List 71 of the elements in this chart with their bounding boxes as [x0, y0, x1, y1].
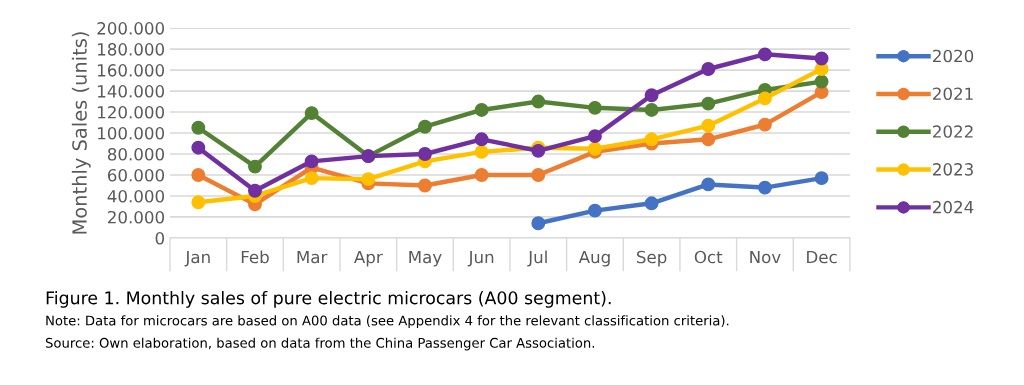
text: Figure 1. Monthly sales of pure electric microcars (A00 segment). [46, 290, 611, 308]
point [644, 102, 659, 117]
point [701, 132, 716, 147]
y-tick-label: 80.000 [107, 147, 165, 161]
x-tick-label: Dec [807, 250, 837, 264]
x-tick-label: Jan [184, 250, 210, 267]
point [757, 91, 772, 106]
legend-label: 2021 [933, 87, 973, 101]
y-tick-label: 20.000 [108, 210, 165, 224]
point [701, 96, 716, 111]
point [644, 196, 659, 211]
x-tick-label: Oct [694, 250, 723, 264]
x-tick-label: Feb [241, 250, 269, 264]
legend-label: 2022 [933, 125, 973, 138]
point [644, 132, 659, 147]
point [474, 132, 489, 147]
y-tick-label: 120.000 [98, 106, 165, 119]
x-tick-label: Jul [527, 250, 547, 267]
point [701, 118, 716, 133]
point [418, 147, 432, 161]
point [361, 172, 376, 187]
point [701, 177, 716, 192]
point [701, 62, 716, 76]
legend-label: 2023 [933, 163, 973, 176]
point [587, 129, 602, 144]
source-note: Source: Own elaboration, based on data from the China Passenger Car Association. [45, 337, 595, 351]
point [644, 88, 659, 103]
x-tick-label: Apr [354, 250, 383, 267]
y-tick-label: 40.000 [107, 189, 165, 203]
x-tick-label: Nov [750, 250, 781, 264]
point [418, 178, 432, 193]
y-tick-label: 140.000 [98, 85, 165, 98]
x-tick-label: Mar [297, 250, 328, 264]
point [587, 203, 602, 218]
point [814, 171, 829, 186]
point [248, 159, 262, 174]
point [304, 106, 319, 121]
x-tick-label: May [409, 250, 442, 267]
text: Note: Data for microcars are based on A00 data (see Appendix 4 for the relevant classification criteria). [46, 315, 729, 329]
legend-label: 2024 [933, 200, 974, 214]
point [814, 74, 829, 89]
point [304, 171, 319, 186]
y-tick-label: 200.000 [97, 22, 165, 35]
point [304, 154, 319, 169]
point [191, 168, 206, 182]
point [757, 117, 772, 132]
point [757, 180, 772, 195]
x-tick-label: Aug [578, 250, 610, 267]
point [814, 51, 829, 66]
point [531, 168, 546, 182]
y-axis-title: Monthly Sales (units) [71, 32, 91, 234]
point [531, 94, 546, 109]
point [474, 102, 489, 117]
y-tick-label: 160.000 [98, 64, 165, 77]
y-tick-label: 0 [155, 231, 165, 245]
point [474, 168, 489, 182]
point [191, 195, 206, 210]
point [474, 144, 489, 159]
point [191, 120, 206, 135]
point [191, 140, 206, 155]
point [418, 119, 432, 134]
y-tick-label: 60.000 [107, 168, 165, 182]
point [587, 100, 602, 115]
x-tick-label: Jun [467, 250, 494, 267]
point [248, 183, 262, 198]
y-tick-label: 100.000 [98, 126, 165, 140]
legend-label: 2020 [933, 49, 974, 63]
x-tick-label: Sep [637, 250, 667, 267]
y-tick-label: 180.000 [98, 43, 165, 56]
point [531, 216, 546, 231]
point [757, 47, 772, 62]
